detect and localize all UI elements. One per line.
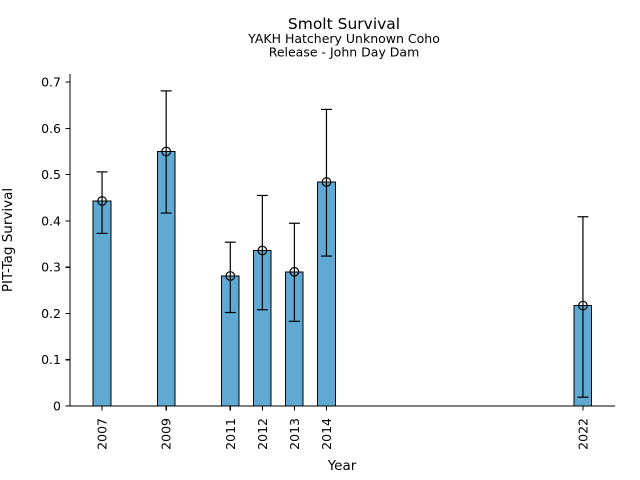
y-axis-label: PIT-Tag Survival — [0, 188, 16, 292]
x-axis-label: Year — [327, 458, 357, 474]
x-tick-label-2011: 2011 — [223, 418, 238, 450]
x-tick-label-2014: 2014 — [319, 418, 334, 450]
x-tick-label-2013: 2013 — [287, 418, 302, 450]
y-tick-label-0: 0 — [53, 399, 61, 414]
y-tick-label-0.1: 0.1 — [41, 352, 61, 367]
chart-title: Smolt Survival — [288, 15, 400, 33]
x-tick-label-2012: 2012 — [255, 418, 270, 450]
chart-subtitle-line2: Release - John Day Dam — [269, 45, 420, 60]
x-tick-label-2009: 2009 — [159, 418, 174, 450]
y-tick-label-0.2: 0.2 — [41, 306, 61, 321]
y-tick-label-0.5: 0.5 — [41, 167, 61, 182]
point-marker-2009 — [161, 146, 172, 157]
y-tick-label-0.6: 0.6 — [41, 121, 61, 136]
y-tick-label-0.7: 0.7 — [41, 75, 61, 90]
point-marker-2011 — [225, 271, 236, 281]
point-marker-2014 — [321, 177, 332, 187]
y-tick-label-0.3: 0.3 — [41, 260, 61, 275]
point-marker-2012 — [257, 245, 268, 256]
point-marker-2007 — [97, 196, 107, 206]
x-tick-label-2007: 2007 — [95, 418, 110, 450]
chart-subtitle-line1: YAKH Hatchery Unknown Coho — [247, 31, 440, 46]
x-tick-label-2022: 2022 — [575, 418, 590, 450]
y-tick-label-0.4: 0.4 — [41, 213, 61, 228]
point-marker-2013 — [289, 266, 300, 277]
point-marker-2022 — [578, 300, 588, 311]
plot-area — [92, 90, 593, 407]
axes: 0 0.1 0.2 0.3 0.4 0.5 0.6 0.7 2007 2009 2011 2012 20… — [41, 74, 615, 450]
